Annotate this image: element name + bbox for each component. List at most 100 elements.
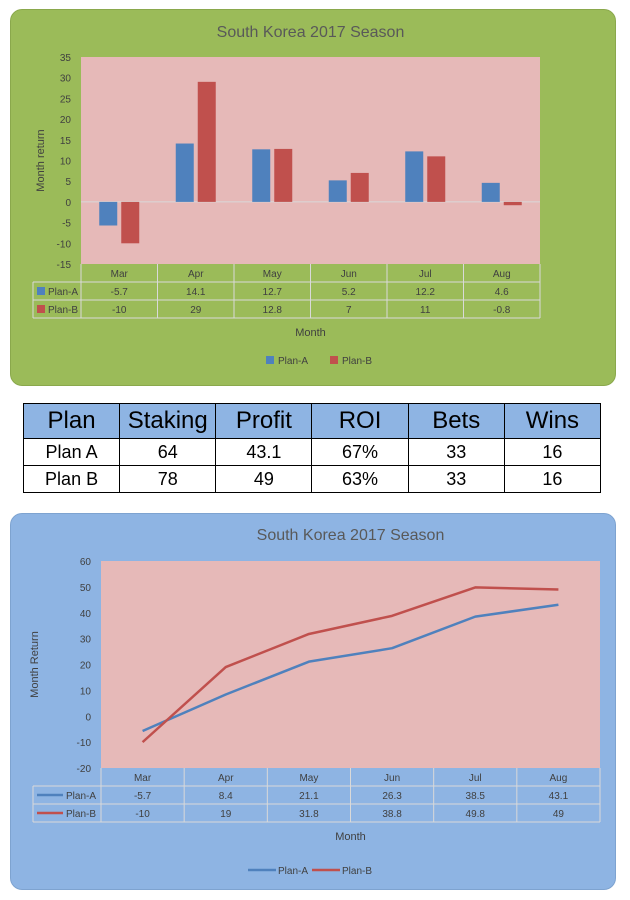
- table-cell: 16: [503, 438, 602, 466]
- column-header: Staking: [119, 403, 217, 439]
- legend-key-plan-b: [330, 356, 338, 364]
- plan-summary-table: Plan Staking Profit ROI Bets Wins Plan A…: [22, 403, 602, 493]
- y-axis-label: Month return: [35, 129, 47, 191]
- table-cell: Plan B: [22, 465, 121, 493]
- table-cell: 63%: [311, 465, 409, 493]
- table-cell: 33: [407, 465, 505, 493]
- table-legend-key: [37, 287, 45, 295]
- line-chart-panel: South Korea 2017 Season -20 -10 0 10 20 30 40 50…: [10, 513, 616, 890]
- y-axis-label: Month Return: [29, 631, 41, 698]
- data-label: 29: [190, 305, 202, 316]
- bar-plan-b-mar: [121, 201, 140, 244]
- table-legend-key: [37, 305, 45, 313]
- bar-plan-a-aug: [481, 182, 500, 202]
- data-label: 26.3: [382, 791, 402, 802]
- bar-plan-b-apr: [197, 81, 216, 202]
- table-cell: 78: [119, 465, 217, 493]
- table-series-label: Plan-B: [48, 305, 78, 316]
- line-plan-a: [142, 603, 559, 733]
- y-tick-label: 30: [80, 635, 92, 646]
- table-header-row: Plan Staking Profit ROI Bets Wins: [22, 403, 602, 439]
- legend-label: Plan-A: [278, 866, 308, 877]
- data-label: 49.8: [466, 809, 486, 820]
- data-label: 14.1: [186, 287, 206, 298]
- plot-area: [101, 561, 600, 768]
- y-tick-label: 10: [60, 157, 72, 168]
- y-tick-label: -5: [62, 219, 71, 230]
- x-tick-label: Aug: [493, 269, 511, 280]
- y-tick-label: -10: [77, 738, 92, 749]
- y-tick-label: 15: [60, 136, 72, 147]
- y-tick-label: 0: [85, 712, 91, 723]
- table-cell: 33: [407, 438, 505, 466]
- data-label: 49: [553, 809, 565, 820]
- x-tick-label: Jul: [469, 773, 482, 784]
- y-tick-label: 30: [60, 74, 72, 85]
- x-tick-label: May: [299, 773, 318, 784]
- line-chart: South Korea 2017 Season -20 -10 0 10 20 30 40 50…: [29, 527, 601, 877]
- bar-plan-a-mar: [99, 201, 118, 226]
- table-cell: 49: [215, 465, 313, 493]
- x-axis-label: Month: [335, 831, 366, 843]
- bar-plan-b-jul: [427, 156, 446, 202]
- bar-plan-b-aug: [503, 201, 522, 206]
- y-tick-label: 10: [80, 686, 92, 697]
- data-label: -10: [135, 809, 150, 820]
- y-tick-label: -10: [57, 239, 72, 250]
- table-series-label: Plan-A: [48, 287, 78, 298]
- plot-area: [81, 57, 540, 264]
- bar-plan-a-jun: [328, 180, 347, 202]
- table-row: Plan B 78 49 63% 33 16: [22, 465, 602, 493]
- bar-plan-a-may: [252, 149, 271, 202]
- y-tick-label: 5: [65, 177, 71, 188]
- y-tick-label: 25: [60, 94, 72, 105]
- bar-chart-panel: South Korea 2017 Season -15 -10 -5 0 5 10 15 20 2…: [10, 9, 616, 386]
- x-tick-label: Apr: [218, 773, 234, 784]
- data-label: 7: [346, 305, 352, 316]
- x-tick-label: Jul: [419, 269, 432, 280]
- table-series-label: Plan-A: [66, 791, 96, 802]
- y-tick-label: -15: [57, 260, 72, 271]
- x-tick-label: Jun: [384, 773, 400, 784]
- data-label: 4.6: [495, 287, 509, 298]
- column-header: ROI: [311, 403, 409, 439]
- column-header: Bets: [407, 403, 505, 439]
- bar-chart: South Korea 2017 Season -15 -10 -5 0 5 10 15 20 2…: [32, 24, 541, 367]
- table-series-label: Plan-B: [66, 809, 96, 820]
- data-label: 19: [220, 809, 232, 820]
- bar-plan-a-apr: [175, 143, 194, 202]
- table-cell: 64: [119, 438, 217, 466]
- x-tick-label: Aug: [550, 773, 568, 784]
- chart-title: South Korea 2017 Season: [217, 24, 405, 41]
- table-cell: Plan A: [22, 438, 121, 466]
- table-cell: 67%: [311, 438, 409, 466]
- bar-plan-b-jun: [350, 172, 369, 202]
- line-plan-b: [141, 586, 559, 744]
- x-axis-label: Month: [295, 327, 326, 339]
- data-label: 43.1: [549, 791, 569, 802]
- x-tick-label: Mar: [134, 773, 152, 784]
- data-label: -5.7: [134, 791, 152, 802]
- bar-plan-a-jul: [405, 151, 424, 202]
- table-row: Plan A 64 43.1 67% 33 16: [22, 438, 602, 466]
- table-cell: 16: [503, 465, 602, 493]
- y-tick-label: 60: [80, 557, 92, 568]
- column-header: Plan: [22, 403, 121, 439]
- data-label: -5.7: [111, 287, 129, 298]
- bar-plan-b-may: [274, 148, 293, 202]
- data-label: 12.2: [416, 287, 436, 298]
- x-tick-label: Apr: [188, 269, 204, 280]
- y-tick-label: 20: [60, 115, 72, 126]
- y-tick-label: 40: [80, 609, 92, 620]
- table-cell: 43.1: [215, 438, 313, 466]
- x-tick-label: Jun: [341, 269, 357, 280]
- y-tick-label: -20: [77, 764, 92, 775]
- data-label: 12.7: [263, 287, 283, 298]
- data-label: -10: [112, 305, 127, 316]
- legend-label: Plan-A: [278, 356, 308, 367]
- x-tick-label: Mar: [111, 269, 129, 280]
- data-label: 21.1: [299, 791, 319, 802]
- data-label: 38.8: [382, 809, 402, 820]
- column-header: Wins: [503, 403, 602, 439]
- data-label: 8.4: [219, 791, 233, 802]
